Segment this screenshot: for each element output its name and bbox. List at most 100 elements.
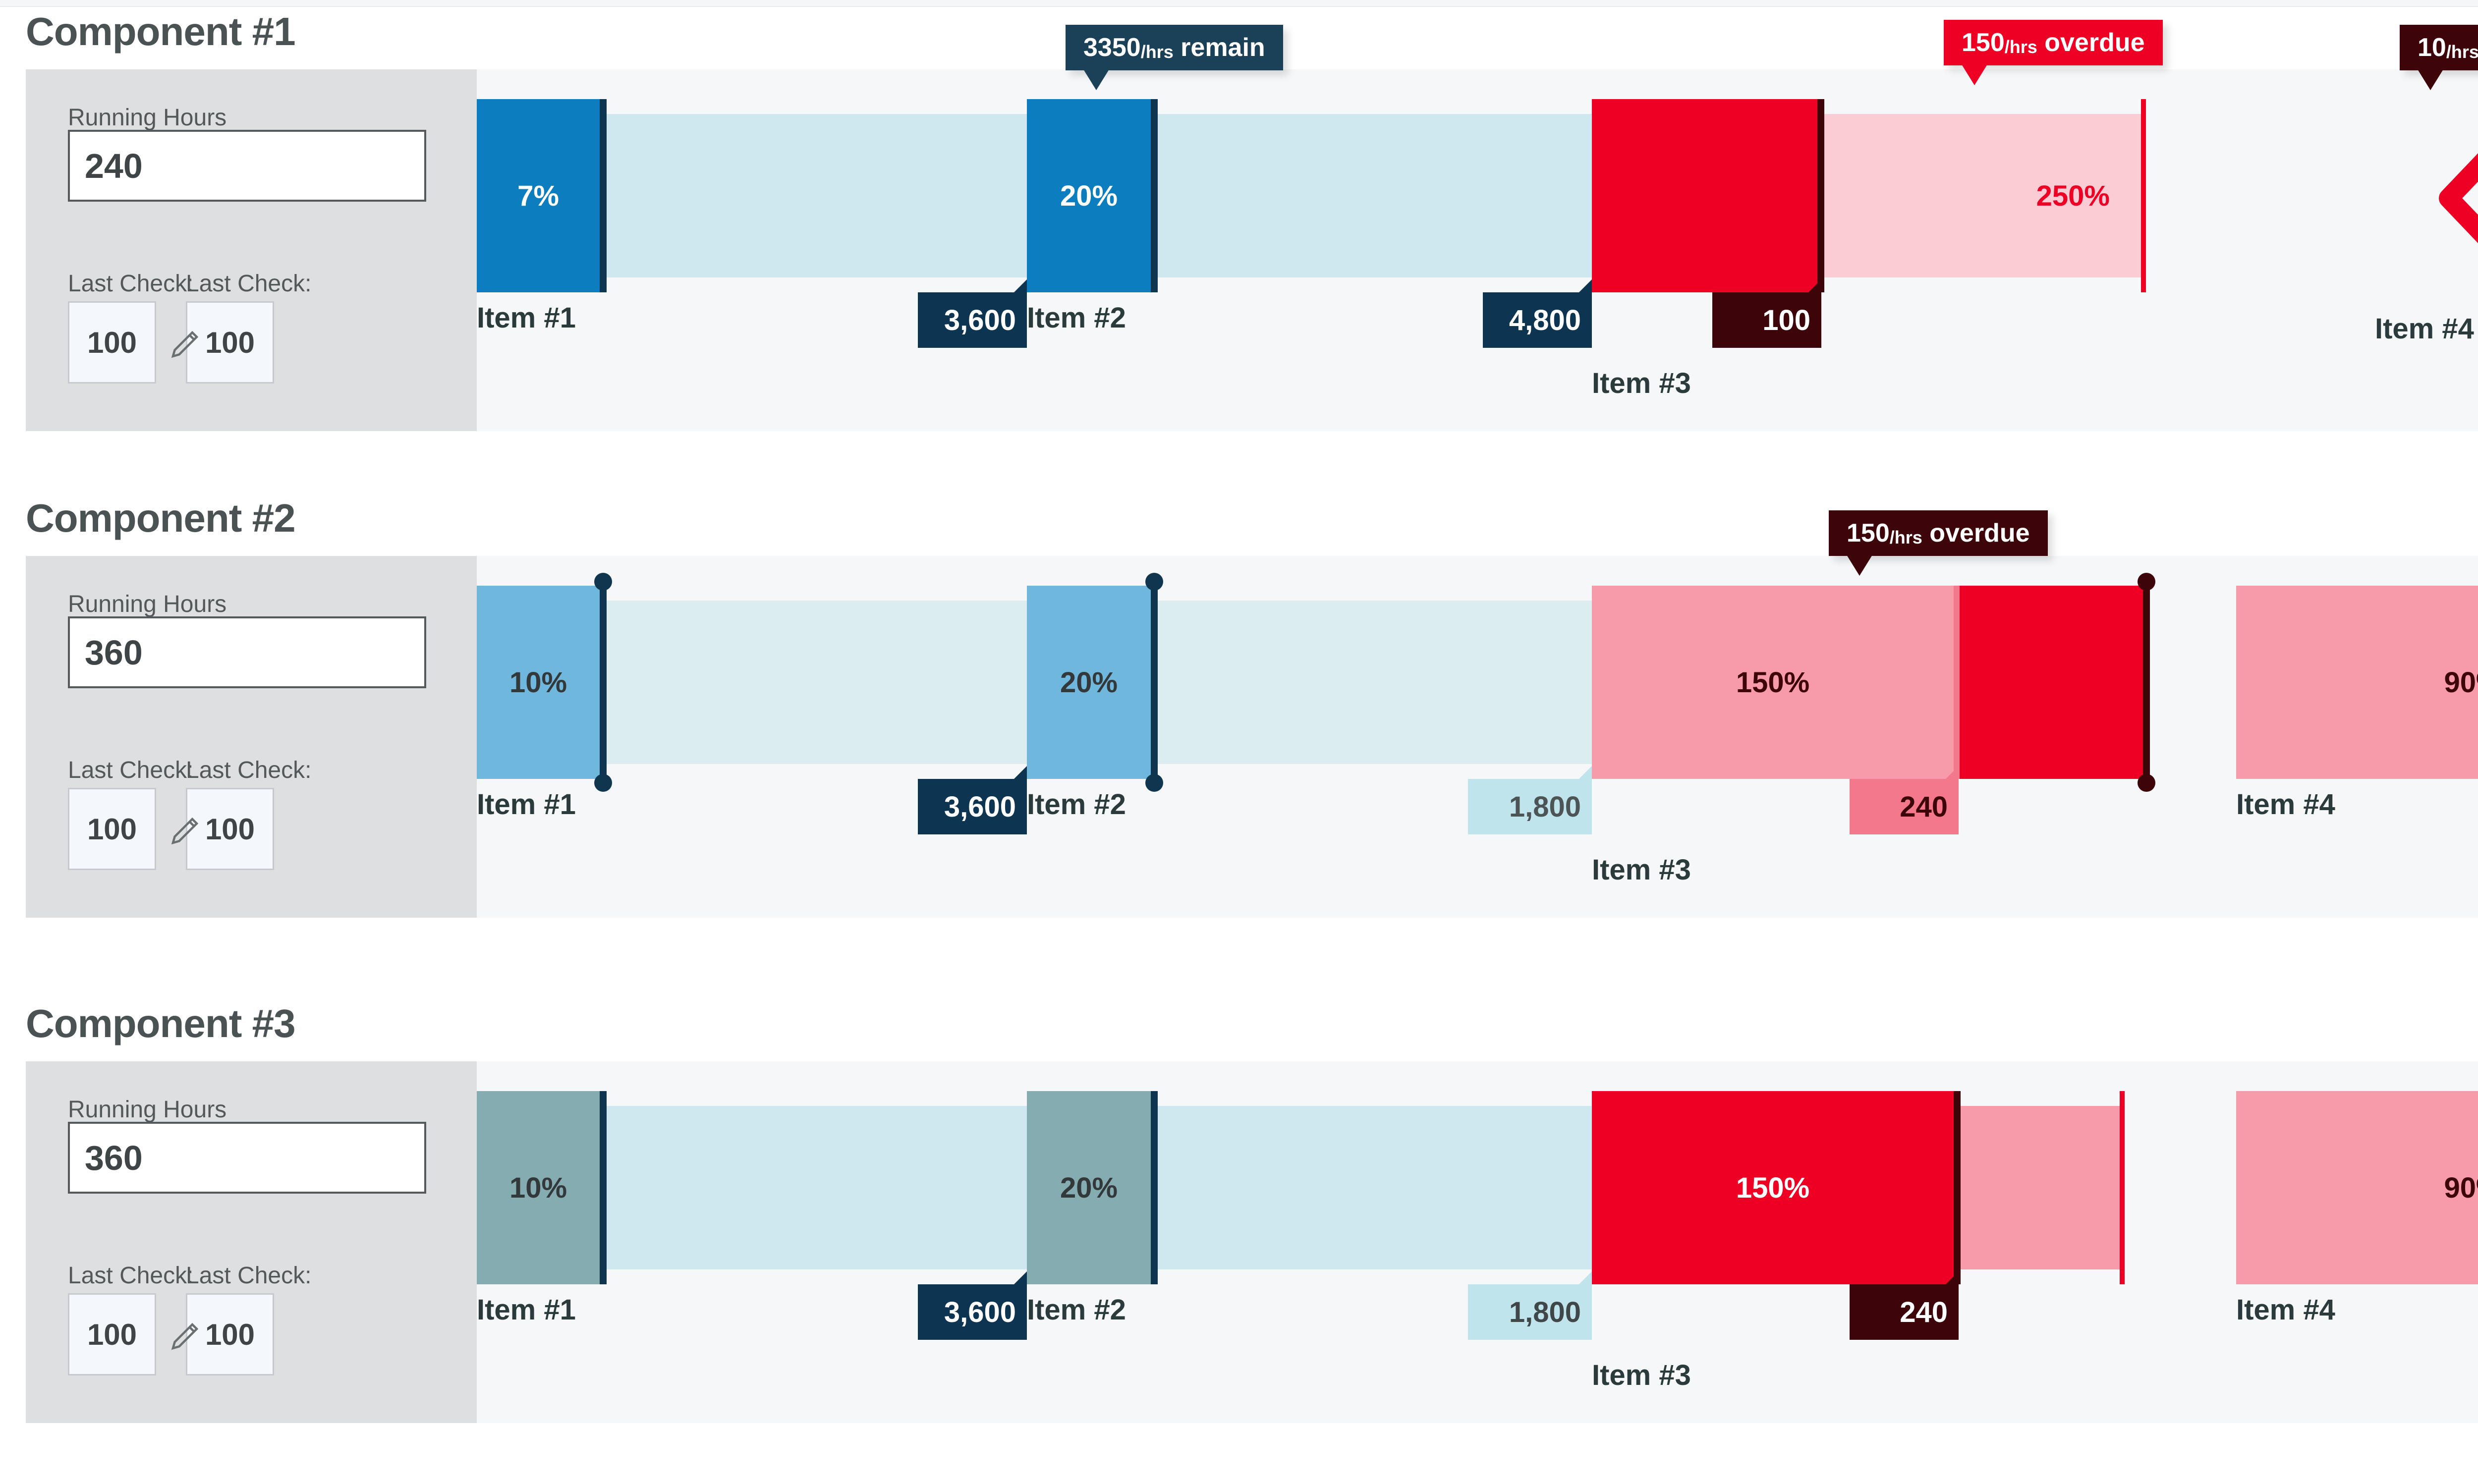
pencil-icon[interactable] [169, 1317, 204, 1353]
bar-end-badge: 1,800 [1468, 766, 1592, 834]
component-panel: Running Hours 240 Last Check: Last Check… [26, 69, 477, 431]
bar-item-label: Item #2 [1027, 1294, 1126, 1326]
bar-end-badge: 100 [1712, 279, 1821, 348]
component-panel: Running Hours 360 Last Check: Last Check… [26, 556, 477, 918]
last-check-field-b[interactable]: 100 [186, 301, 274, 384]
bar-item-label: Item #2 [1027, 302, 1126, 334]
bar-slot[interactable]: 10% 3,600 Item #1 [477, 1061, 1027, 1423]
bar-slot[interactable]: 20% 1,800 Item #2 [1027, 1061, 1592, 1423]
tooltip-overdue-critical: 10/hrs overdue [2400, 25, 2478, 90]
bar-fill: 10% [477, 1091, 600, 1284]
bar-slot[interactable]: 90% 340 Item #4 [2236, 1061, 2478, 1423]
bar-track [600, 1106, 1027, 1269]
pencil-icon[interactable] [169, 812, 204, 847]
bar-marker [1954, 1091, 1961, 1284]
tooltip-unit: /hrs [1140, 42, 1174, 62]
tooltip-word: overdue [1922, 519, 2030, 548]
bar-fill: 10% [477, 586, 600, 779]
bar-marker [600, 1091, 607, 1284]
running-hours-input[interactable]: 360 [68, 616, 426, 688]
last-check-label-b: Last Check: [186, 1263, 312, 1289]
bar-item-label: Item #3 [1592, 367, 1691, 399]
bar-slot[interactable]: 7% 3,600 Item #1 [477, 69, 1027, 431]
top-divider [0, 0, 2478, 7]
bar-track [1151, 601, 1592, 764]
bar-marker [600, 99, 607, 292]
bar-end-value: 240 [1900, 1296, 1948, 1328]
bar-track [600, 114, 1027, 277]
bar-track [600, 601, 1027, 764]
tooltip-remain: 3350/hrs remain [1066, 25, 1283, 90]
chart-strip: 10% 3,600 Item #1 20% 1,800 Item #2 [477, 1061, 2478, 1423]
bar-end-badge: 3,600 [918, 1271, 1027, 1340]
tooltip-value: 150 [1962, 28, 2005, 57]
last-check-label-b: Last Check: [186, 757, 312, 783]
bar-end-value: 3,600 [944, 790, 1016, 823]
chart-strip: 10% 3,600 Item #1 20% 1,800 Item #2 [477, 510, 2478, 918]
bar-marker [1151, 99, 1158, 292]
tooltip-unit: /hrs [1889, 527, 1922, 548]
bar-end-badge: 240 [1850, 1271, 1959, 1340]
tooltip-value: 3350 [1083, 33, 1141, 62]
bar-fill: 7% [477, 99, 600, 292]
bar-limit-marker [2120, 1091, 2125, 1284]
bar-track [1817, 114, 2144, 277]
bar-end-value: 240 [1900, 790, 1948, 823]
tooltip-overdue: 150/hrs overdue [1944, 20, 2163, 85]
last-check-field-b[interactable]: 100 [186, 788, 274, 870]
bar-end-value: 3,600 [944, 304, 1016, 336]
bar-item-label: Item #1 [477, 1294, 576, 1326]
bar-end-badge: 3,600 [918, 766, 1027, 834]
last-check-field-a[interactable]: 100 [68, 301, 156, 384]
component-title: Component #3 [26, 1001, 296, 1045]
bar-limit-marker [1954, 586, 1960, 779]
last-check-field-b[interactable]: 100 [186, 1293, 274, 1375]
bar-end-value: 100 [1762, 304, 1810, 336]
component-title: Component #2 [26, 496, 296, 540]
running-hours-label: Running Hours [68, 591, 227, 617]
tooltip-value: 150 [1847, 519, 1890, 548]
bar-slot[interactable]: 240 Item #4 10/hrs overdue [2236, 25, 2478, 431]
bar-marker [1145, 573, 1163, 792]
running-hours-input[interactable]: 360 [68, 1122, 426, 1194]
bar-fill [1592, 99, 1817, 292]
bar-end-value: 1,800 [1509, 1296, 1581, 1328]
tooltip-word: remain [1173, 33, 1265, 62]
bar-slot[interactable]: 10% 3,600 Item #1 [477, 556, 1027, 918]
chart-strip: 7% 3,600 Item #1 20% 4,800 Item #2 [477, 20, 2478, 431]
warning-diamond-icon [2439, 153, 2478, 243]
bar-slot[interactable]: 250% 100 Item #3 150/hrs overdue [1592, 20, 2236, 431]
component-body: Running Hours 360 Last Check: Last Check… [26, 1061, 2478, 1423]
tooltip-word: overdue [2037, 28, 2145, 57]
bar-item-label: Item #1 [477, 302, 576, 334]
running-hours-label: Running Hours [68, 105, 227, 131]
pencil-icon[interactable] [169, 325, 204, 361]
last-check-label-a: Last Check: [68, 1263, 194, 1289]
bar-item-label: Item #3 [1592, 854, 1691, 886]
bar-end-badge: 4,800 [1483, 279, 1592, 348]
bar-overflow [1960, 586, 2147, 779]
bar-fill: 20% [1027, 586, 1151, 779]
component-body: Running Hours 240 Last Check: Last Check… [26, 20, 2478, 431]
last-check-label-a: Last Check: [68, 271, 194, 297]
tooltip-unit: /hrs [2004, 37, 2037, 57]
bar-fill: 150% [1592, 586, 1954, 779]
bar-marker [1151, 1091, 1158, 1284]
bar-slot[interactable]: 150% 240 Item #3 150/hrs overdue [1592, 510, 2236, 918]
running-hours-input[interactable]: 240 [68, 130, 426, 202]
bar-end-value: 1,800 [1509, 790, 1581, 823]
last-check-field-a[interactable]: 100 [68, 788, 156, 870]
bar-item-label: Item #4 [2236, 788, 2335, 821]
bar-marker [2138, 573, 2155, 792]
bar-slot[interactable]: 20% 4,800 Item #2 3350/hrs remain [1027, 25, 1592, 431]
bar-item-label: Item #1 [477, 788, 576, 821]
bar-slot[interactable]: 90% 340 Item #4 [2236, 556, 2478, 918]
last-check-field-a[interactable]: 100 [68, 1293, 156, 1375]
bar-slot[interactable]: 150% 240 Item #3 [1592, 1061, 2236, 1423]
tooltip-value: 10 [2418, 33, 2446, 62]
bar-slot[interactable]: 20% 1,800 Item #2 [1027, 556, 1592, 918]
bar-end-badge: 3,600 [918, 279, 1027, 348]
bar-end-badge: 240 [1850, 766, 1959, 834]
component-body: Running Hours 360 Last Check: Last Check… [26, 510, 2478, 918]
